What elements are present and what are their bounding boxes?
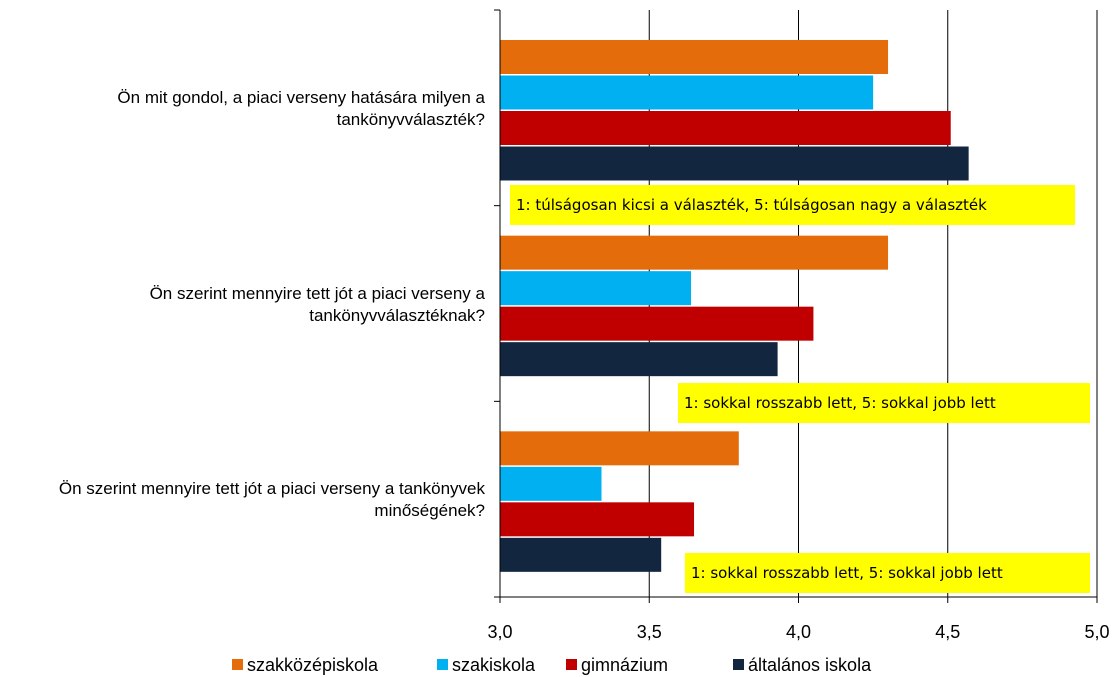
annotation: 1: sokkal rosszabb lett, 5: sokkal jobb … [678,383,1090,423]
legend-label: szakiskola [452,655,536,675]
x-tick-label: 5,0 [1084,622,1109,642]
x-tick-label: 4,0 [786,622,811,642]
x-tick-label: 3,0 [487,622,512,642]
category-label: Ön szerint mennyire tett jót a piaci ver… [149,283,485,325]
category-label: Ön mit gondol, a piaci verseny hatására … [117,88,485,129]
x-tick-label: 4,5 [935,622,960,642]
bar [500,466,602,501]
bar [500,75,874,110]
bar [500,146,969,181]
bar [500,342,778,377]
legend-swatch [437,659,448,670]
legend-label: általános iskola [748,655,872,675]
bar [500,502,695,537]
legend-label: szakközépiskola [247,655,379,675]
x-tick-label: 3,5 [637,622,662,642]
annotation: 1: túlságosan kicsi a választék, 5: túls… [510,185,1075,225]
bar [500,306,814,341]
bar [500,40,889,74]
legend-swatch [232,659,243,670]
category-label: Ön szerint mennyire tett jót a piaci ver… [58,479,485,521]
annotation: 1: sokkal rosszabb lett, 5: sokkal jobb … [685,553,1090,593]
legend-swatch [566,659,577,670]
bar [500,271,692,306]
legend-label: gimnázium [581,655,668,675]
bar [500,537,662,572]
bar [500,111,951,145]
legend-swatch [733,659,744,670]
bar [500,235,889,270]
bar [500,431,739,466]
